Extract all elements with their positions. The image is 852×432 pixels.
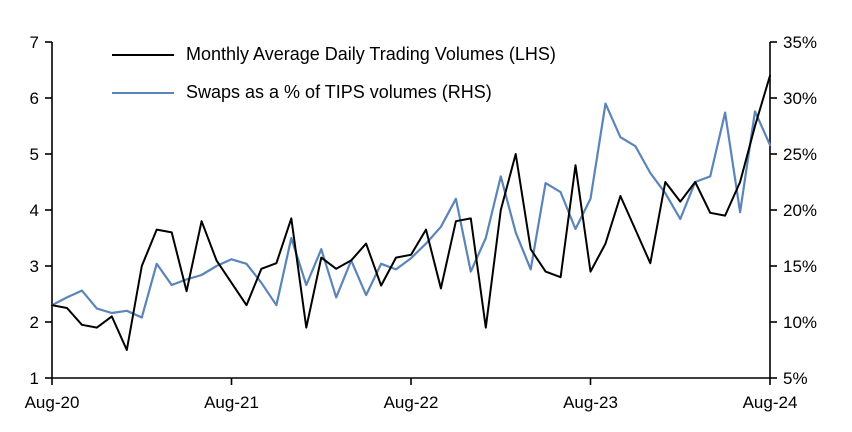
y-axis-left-tick-label: 2 — [30, 313, 39, 332]
y-axis-right-tick-label: 10% — [783, 313, 817, 332]
x-axis-tick-label: Aug-20 — [25, 393, 80, 412]
x-axis-tick-label: Aug-21 — [204, 393, 259, 412]
x-axis-tick-label: Aug-23 — [563, 393, 618, 412]
legend-line-swaps — [112, 91, 174, 94]
legend-item-swaps: Swaps as a % of TIPS volumes (RHS) — [112, 82, 556, 103]
y-axis-right-tick-label: 20% — [783, 201, 817, 220]
y-axis-left-tick-label: 5 — [30, 145, 39, 164]
legend-label-swaps: Swaps as a % of TIPS volumes (RHS) — [186, 82, 492, 102]
legend-item-volumes: Monthly Average Daily Trading Volumes (L… — [112, 44, 556, 65]
y-axis-left-tick-label: 6 — [30, 89, 39, 108]
legend-label-volumes: Monthly Average Daily Trading Volumes (L… — [186, 44, 556, 64]
series-line-volumes — [51, 74, 771, 351]
y-axis-right-tick-label: 30% — [783, 89, 817, 108]
series-line-swaps — [50, 102, 772, 319]
y-axis-right-tick-label: 25% — [783, 145, 817, 164]
x-axis-tick-label: Aug-24 — [743, 393, 798, 412]
y-axis-left-tick-label: 3 — [30, 257, 39, 276]
chart-legend: Monthly Average Daily Trading Volumes (L… — [112, 44, 556, 103]
y-axis-right-tick-label: 15% — [783, 257, 817, 276]
y-axis-right-tick-label: 5% — [783, 369, 808, 388]
y-axis-right-tick-label: 35% — [783, 33, 817, 52]
x-axis-tick-label: Aug-22 — [384, 393, 439, 412]
y-axis-left-tick-label: 4 — [30, 201, 39, 220]
y-axis-left-tick-label: 1 — [30, 369, 39, 388]
legend-line-volumes — [112, 53, 174, 56]
y-axis-left-tick-label: 7 — [30, 33, 39, 52]
